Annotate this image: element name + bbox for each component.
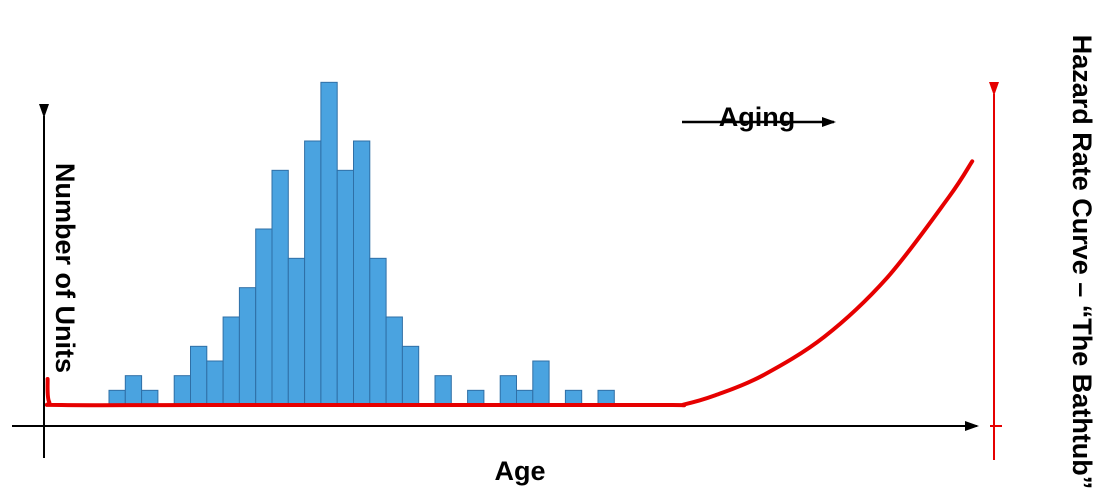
- histogram-bar-5: [173, 375, 191, 406]
- secondary-y-axis-label: Hazard Rate Curve – “The Bathtub”: [1067, 35, 1097, 490]
- histogram-bar-10: [255, 228, 273, 406]
- histogram-bar-15: [336, 169, 355, 406]
- histogram-bar-2: [124, 375, 143, 406]
- histogram-bar-6: [190, 345, 208, 406]
- hazard-rate-curve: [44, 159, 975, 408]
- histogram-bar-17: [369, 257, 387, 406]
- histogram-bar-7: [206, 360, 224, 406]
- histogram-bar-27: [532, 360, 550, 406]
- histogram-bar-21: [434, 375, 452, 406]
- hazard-curve-layer: [44, 159, 975, 408]
- histogram-bar-13: [304, 140, 322, 406]
- histogram-bar-11: [271, 169, 289, 406]
- histogram-bar-16: [353, 140, 371, 406]
- histogram-bar-19: [401, 345, 420, 406]
- histogram-bar-9: [238, 287, 257, 406]
- y-axis-label: Number of Units: [50, 163, 80, 373]
- histogram-bars: [108, 81, 615, 406]
- histogram-bar-23: [467, 389, 485, 406]
- histogram-bar-1: [108, 389, 126, 406]
- histogram-bar-12: [287, 257, 306, 406]
- histogram-bar-25: [499, 375, 518, 406]
- histogram-bar-3: [141, 389, 159, 406]
- histogram-bar-29: [564, 389, 583, 406]
- aging-annotation: Aging: [719, 102, 795, 132]
- histogram-bar-8: [222, 316, 240, 406]
- histogram-bar-18: [385, 316, 403, 406]
- histogram-bar-26: [516, 389, 534, 406]
- x-axis-label: Age: [494, 456, 545, 486]
- histogram-bar-14: [320, 81, 338, 406]
- histogram-bar-31: [597, 389, 615, 406]
